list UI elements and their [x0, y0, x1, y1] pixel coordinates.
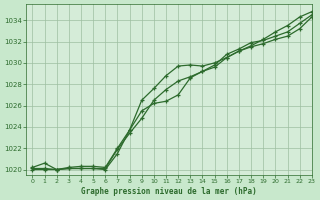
- X-axis label: Graphe pression niveau de la mer (hPa): Graphe pression niveau de la mer (hPa): [81, 187, 257, 196]
